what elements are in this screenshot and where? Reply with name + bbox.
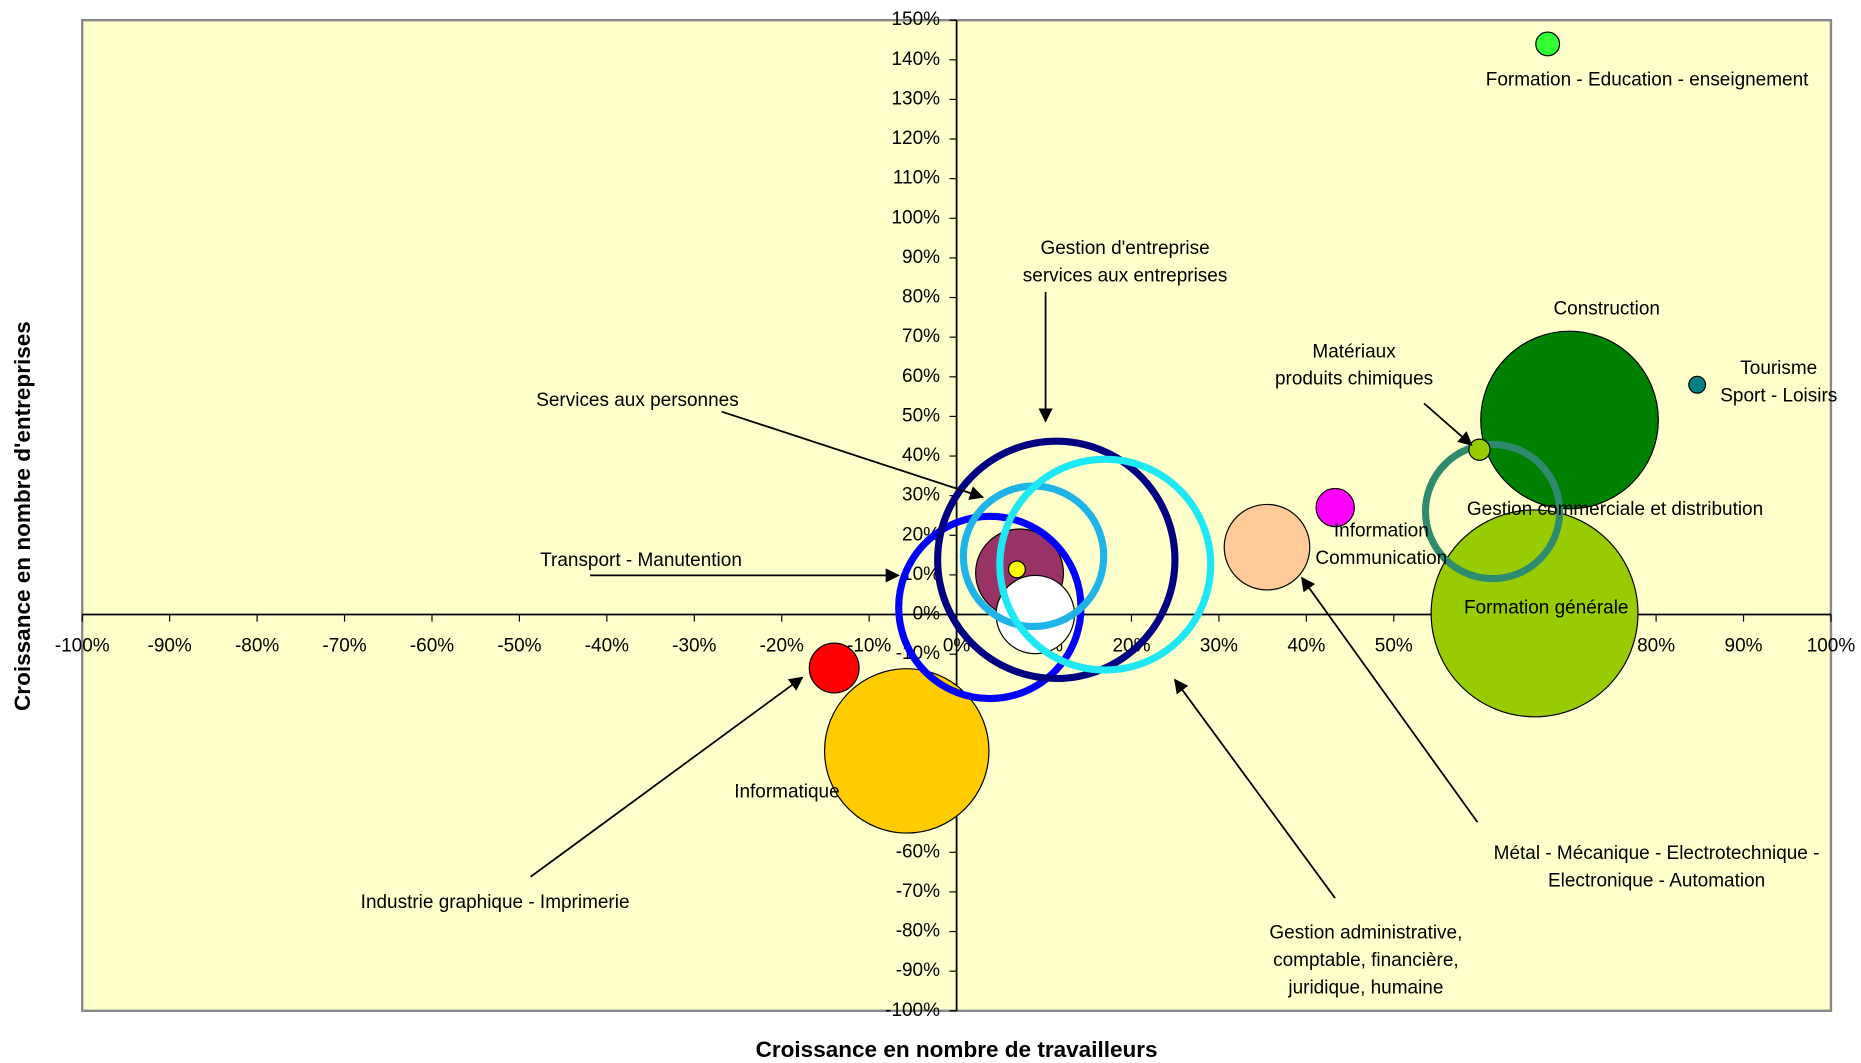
bubble	[934, 437, 1179, 683]
x-tick-label: 90%	[1725, 636, 1763, 657]
x-tick-label: 80%	[1637, 636, 1675, 657]
bubble-label: Informatique	[734, 782, 839, 803]
bubble	[1430, 509, 1639, 718]
bubble-label: Tourisme	[1740, 358, 1817, 379]
x-tick-label: -40%	[585, 636, 629, 657]
bubble	[1468, 438, 1491, 461]
bubble-label: produits chimiques	[1275, 369, 1433, 390]
bubble	[808, 642, 860, 694]
y-tick-label: 90%	[902, 247, 940, 268]
bubble-label: Sport - Loisirs	[1720, 385, 1837, 406]
bubble	[996, 455, 1215, 674]
y-tick-label: 150%	[891, 9, 940, 30]
y-tick-label: 100%	[891, 207, 940, 228]
y-tick-label: -70%	[896, 881, 940, 902]
x-tick-label: 40%	[1287, 636, 1325, 657]
y-tick-label: 60%	[902, 366, 940, 387]
y-tick-label: 140%	[891, 49, 940, 70]
x-tick-label: 100%	[1807, 636, 1856, 657]
bubble-label: Electronique - Automation	[1548, 870, 1765, 891]
y-tick-label: 0%	[913, 604, 941, 625]
y-tick-label: 40%	[902, 445, 940, 466]
annotation-arrow	[1423, 402, 1473, 446]
bubble-label: Construction	[1553, 299, 1659, 320]
bubble	[1007, 560, 1026, 579]
y-tick-label: -80%	[896, 921, 940, 942]
y-tick-label: 50%	[902, 405, 940, 426]
x-tick-label: -70%	[322, 636, 366, 657]
bubble	[1315, 487, 1355, 528]
bubble-label: comptable, financière,	[1273, 950, 1459, 971]
y-tick-label: 10%	[902, 564, 940, 585]
annotation-arrow	[530, 676, 804, 878]
bubble	[1421, 440, 1564, 583]
x-tick-label: 50%	[1375, 636, 1413, 657]
bubble	[1223, 503, 1311, 591]
annotation-arrow	[721, 410, 985, 500]
bubble-label: Information	[1334, 521, 1429, 542]
x-tick-label: -20%	[760, 636, 804, 657]
x-tick-label: -30%	[672, 636, 716, 657]
bubble	[823, 668, 990, 834]
y-tick-label: -90%	[896, 960, 940, 981]
x-tick-label: 30%	[1200, 636, 1238, 657]
bubble	[1480, 330, 1659, 510]
bubble-label: Gestion administrative,	[1269, 923, 1462, 944]
y-tick-label: 70%	[902, 326, 940, 347]
y-tick-label: -100%	[885, 1000, 940, 1021]
x-tick-label: -80%	[235, 636, 279, 657]
x-tick-label: -90%	[148, 636, 192, 657]
bubble-label: juridique, humaine	[1287, 977, 1443, 998]
x-axis-label: Croissance en nombre de travailleurs	[756, 1037, 1158, 1062]
y-tick-label: -60%	[896, 841, 940, 862]
bubble-label: Matériaux	[1312, 341, 1396, 362]
y-tick-label: 110%	[893, 168, 940, 189]
bubble	[1535, 31, 1561, 57]
y-tick-label: 120%	[891, 128, 940, 149]
x-tick-label: -50%	[497, 636, 541, 657]
y-axis-label: Croissance en nombre d'entreprises	[10, 321, 35, 711]
y-tick-label: 80%	[902, 287, 940, 308]
bubble	[1688, 375, 1707, 394]
bubble-label: Gestion d'entreprise	[1040, 238, 1209, 259]
x-tick-label: -100%	[55, 636, 110, 657]
x-tick-label: 0%	[943, 636, 971, 657]
bubble-label: Industrie graphique - Imprimerie	[361, 892, 630, 913]
bubble-label: Formation générale	[1464, 598, 1629, 619]
bubble-label: Gestion commerciale et distribution	[1467, 499, 1763, 520]
bubble-label: Métal - Mécanique - Electrotechnique -	[1494, 843, 1820, 864]
bubble-label: Transport - Manutention	[540, 550, 742, 571]
bubble-label: Communication	[1315, 548, 1447, 569]
annotation-arrow	[1301, 576, 1479, 823]
y-tick-label: 130%	[891, 88, 940, 109]
bubble-label: services aux entreprises	[1023, 265, 1228, 286]
bubble-label: Services aux personnes	[536, 390, 738, 411]
bubble-label: Formation - Education - enseignement	[1486, 70, 1809, 91]
x-tick-label: -10%	[847, 636, 891, 657]
y-tick-label: 30%	[902, 485, 940, 506]
annotation-arrow	[1174, 678, 1336, 899]
x-tick-label: -60%	[410, 636, 454, 657]
